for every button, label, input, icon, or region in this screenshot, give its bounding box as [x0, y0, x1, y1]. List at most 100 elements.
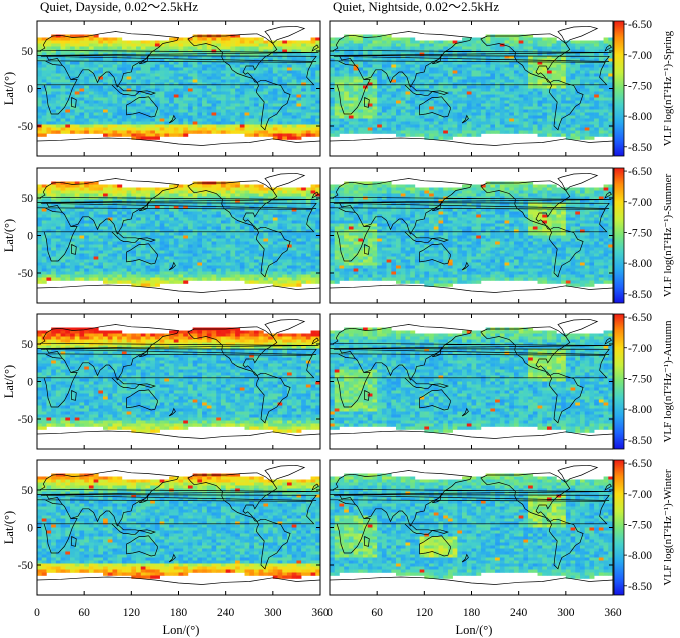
heatmap-cell [98, 124, 104, 128]
heatmap-cell [575, 58, 581, 62]
heatmap-cell [386, 88, 392, 92]
heatmap-cell [528, 109, 534, 113]
heatmap-cell [513, 124, 519, 128]
heatmap-cell [579, 130, 585, 134]
heatmap-cell [301, 82, 307, 86]
heatmap-cell [367, 34, 373, 38]
heatmap-cell [367, 97, 373, 101]
heatmap-cell [164, 214, 170, 218]
heatmap-cell [551, 46, 557, 50]
heatmap-cell [244, 109, 250, 113]
heatmap-cell [575, 112, 581, 116]
heatmap-cell [367, 70, 373, 74]
heatmap-cell [154, 40, 160, 44]
heatmap-cell [216, 112, 222, 116]
heatmap-cell [192, 103, 198, 107]
heatmap-cell [551, 94, 557, 98]
heatmap-cell [282, 187, 288, 191]
heatmap-cell [466, 118, 472, 122]
heatmap-cell [457, 70, 463, 74]
heatmap-cell [367, 73, 373, 77]
heatmap-cell [433, 94, 439, 98]
heatmap-cell [225, 187, 231, 191]
heatmap-cell [400, 70, 406, 74]
heatmap-cell [60, 232, 66, 236]
heatmap-cell [282, 76, 288, 80]
heatmap-cell [183, 184, 189, 188]
heatmap-cell [296, 49, 302, 53]
heatmap-cell [518, 55, 524, 59]
heatmap-cell [51, 70, 57, 74]
heatmap-cell [429, 112, 435, 116]
heatmap-cell [60, 76, 66, 80]
heatmap-cell [272, 52, 278, 56]
heatmap-cell [65, 52, 71, 56]
heatmap-cell [490, 91, 496, 95]
heatmap-cell [518, 121, 524, 125]
heatmap-cell [263, 187, 269, 191]
heatmap-cell [556, 58, 562, 62]
heatmap-cell [476, 106, 482, 110]
heatmap-cell [131, 214, 137, 218]
heatmap-cell [537, 88, 543, 92]
heatmap-cell [136, 55, 142, 59]
heatmap-cell [310, 184, 316, 188]
heatmap-cell [211, 73, 217, 77]
heatmap-cell [438, 133, 444, 137]
heatmap-cell [532, 40, 538, 44]
heatmap-cell [438, 88, 444, 92]
heatmap-cell [136, 112, 142, 116]
heatmap-cell [381, 124, 387, 128]
heatmap-cell [103, 58, 109, 62]
heatmap-cell [117, 103, 123, 107]
heatmap-cell [74, 49, 80, 53]
heatmap-cell [499, 55, 505, 59]
heatmap-cell [424, 115, 430, 119]
heatmap-cell [305, 133, 311, 137]
heatmap-cell [112, 64, 118, 68]
heatmap-cell [150, 67, 156, 71]
heatmap-cell [575, 55, 581, 59]
heatmap-cell [187, 109, 193, 113]
heatmap-cell [315, 67, 320, 71]
heatmap-cell [353, 61, 359, 65]
heatmap-cell [235, 40, 241, 44]
heatmap-cell [211, 61, 217, 65]
heatmap-cell [140, 70, 146, 74]
heatmap-cell [178, 82, 184, 86]
heatmap-cell [235, 220, 241, 224]
heatmap-cell [70, 85, 76, 89]
heatmap-cell [197, 46, 203, 50]
heatmap-cell [98, 193, 104, 197]
heatmap-cell [244, 70, 250, 74]
heatmap-cell [88, 73, 94, 77]
heatmap-cell [239, 202, 245, 206]
heatmap-cell [381, 100, 387, 104]
heatmap-cell [183, 43, 189, 47]
heatmap-cell [206, 106, 212, 110]
heatmap-cell [414, 91, 420, 95]
heatmap-cell [608, 55, 613, 59]
heatmap-cell [400, 55, 406, 59]
heatmap-cell [277, 199, 283, 203]
heatmap-cell [504, 61, 510, 65]
heatmap-cell [60, 106, 66, 110]
heatmap-cell [296, 40, 302, 44]
heatmap-cell [37, 88, 43, 92]
heatmap-cell [598, 106, 604, 110]
heatmap-cell [183, 217, 189, 221]
heatmap-cell [154, 121, 160, 125]
heatmap-cell [230, 208, 236, 212]
heatmap-cell [79, 208, 85, 212]
heatmap-cell [220, 61, 226, 65]
heatmap-cell [277, 85, 283, 89]
heatmap-cell [211, 187, 217, 191]
heatmap-cell [220, 118, 226, 122]
heatmap-cell [386, 106, 392, 110]
heatmap-cell [103, 88, 109, 92]
heatmap-cell [589, 109, 595, 113]
heatmap-cell [561, 106, 567, 110]
heatmap-cell [253, 100, 259, 104]
heatmap-cell [239, 190, 245, 194]
heatmap-cell [466, 112, 472, 116]
